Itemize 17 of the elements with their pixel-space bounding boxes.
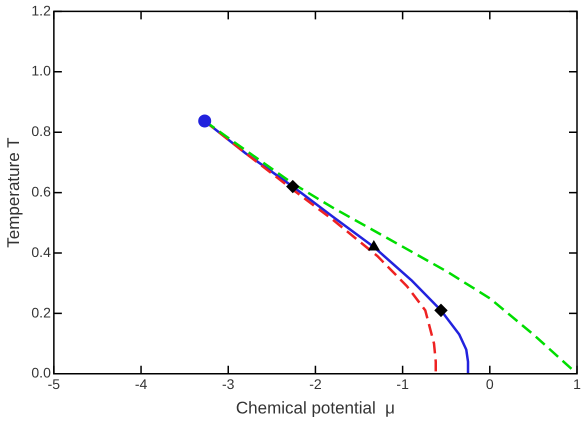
y-tick-label: 1.2 — [31, 2, 52, 18]
x-tick-label: -4 — [134, 376, 148, 392]
x-axis-title: Chemical potential μ — [236, 398, 395, 418]
x-tick-label: -3 — [222, 376, 235, 392]
point — [198, 114, 212, 128]
y-axis-title: Temperature T — [4, 137, 23, 248]
x-tick-label: 1 — [573, 376, 582, 392]
point — [286, 180, 300, 194]
y-tick-label: 0.8 — [31, 123, 52, 140]
x-tick-label: -1 — [396, 376, 410, 392]
y-tick-label: 0.4 — [31, 244, 52, 260]
x-tick-label: 0 — [486, 376, 494, 392]
point — [434, 304, 448, 317]
y-tick-label: 1.0 — [31, 62, 52, 79]
y-tick-label: 0.6 — [31, 183, 52, 200]
x-tick-label: -2 — [309, 376, 322, 392]
y-tick-label: 0.2 — [31, 304, 52, 320]
